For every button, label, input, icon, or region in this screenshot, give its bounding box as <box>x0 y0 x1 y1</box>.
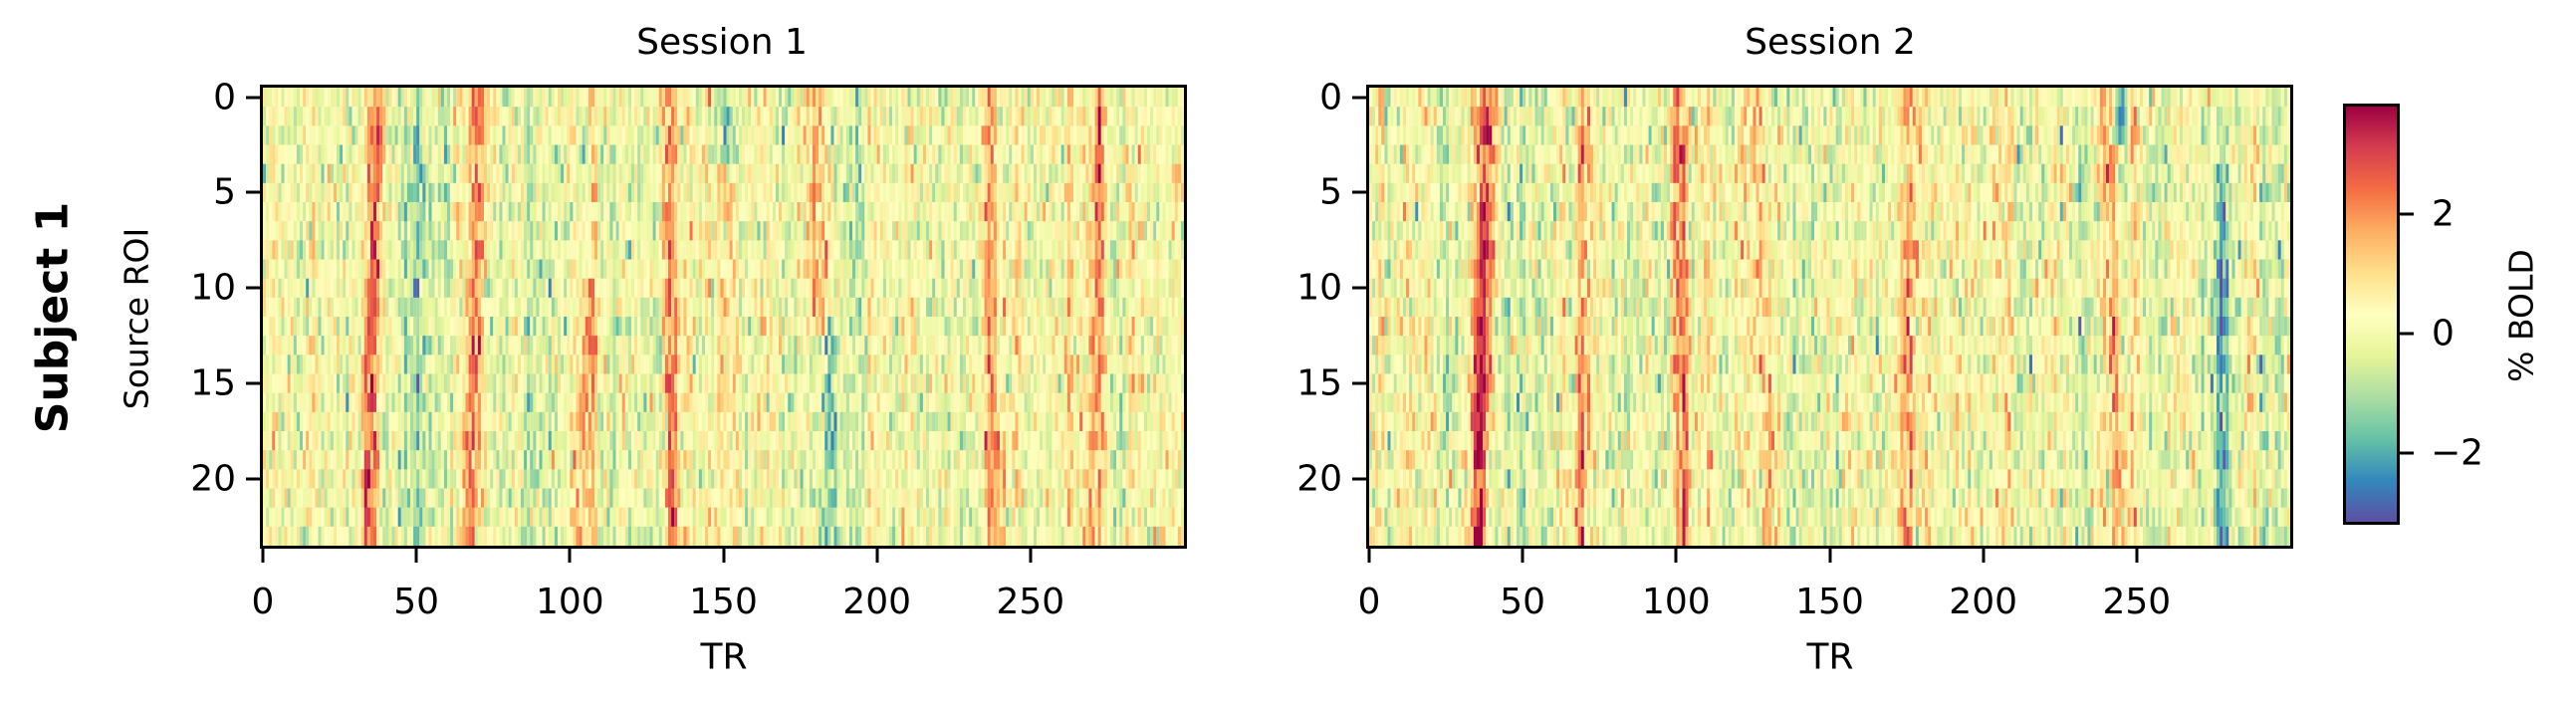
x-tick <box>722 549 725 563</box>
x-tick-label: 0 <box>251 582 275 622</box>
subject-row-label: Subject 1 <box>27 201 79 434</box>
x-tick-label: 200 <box>842 582 912 622</box>
x-tick-label: 50 <box>1500 582 1546 622</box>
x-tick-label: 0 <box>1357 582 1381 622</box>
colorbar-tick-label: 2 <box>2432 193 2455 235</box>
x-tick <box>1982 549 1986 563</box>
y-tick-label: 10 <box>190 267 236 309</box>
y-tick-label: 20 <box>1296 458 1342 500</box>
y-tick-label: 15 <box>1296 362 1342 404</box>
colorbar-gradient <box>2343 104 2400 525</box>
x-tick <box>2135 549 2139 563</box>
y-tick-label: 0 <box>1319 77 1342 118</box>
x-tick-label: 150 <box>689 582 758 622</box>
colorbar-label: % BOLD <box>2501 249 2541 382</box>
x-tick-label: 150 <box>1795 582 1864 622</box>
y-tick <box>1352 286 1366 290</box>
x-tick <box>1521 549 1524 563</box>
y-tick <box>1352 381 1366 385</box>
y-tick-label: 10 <box>1296 267 1342 309</box>
panel-title-session-2: Session 2 <box>1745 22 1916 63</box>
x-axis-label: TR <box>700 636 748 678</box>
x-tick-label: 50 <box>393 582 440 622</box>
x-tick-label: 100 <box>1641 582 1711 622</box>
x-tick <box>1367 549 1371 563</box>
y-tick <box>246 477 260 481</box>
x-tick-label: 250 <box>2102 582 2172 622</box>
heatmap-session-1 <box>260 85 1187 549</box>
y-tick <box>246 381 260 385</box>
y-tick <box>246 286 260 290</box>
heatmap-session-2 <box>1366 85 2293 549</box>
x-tick-label: 200 <box>1949 582 2018 622</box>
x-tick <box>261 549 265 563</box>
x-tick <box>568 549 572 563</box>
heatmap-cells <box>263 88 1184 546</box>
x-tick <box>875 549 879 563</box>
y-tick <box>246 96 260 100</box>
colorbar-tick-label: −2 <box>2431 432 2484 474</box>
heatmap-cells <box>1369 88 2290 546</box>
x-tick <box>414 549 418 563</box>
y-tick-label: 15 <box>190 362 236 404</box>
y-tick-label: 0 <box>213 77 236 118</box>
colorbar-tick-label: 0 <box>2432 313 2455 354</box>
y-tick-label: 5 <box>213 171 236 213</box>
y-tick <box>1352 96 1366 100</box>
y-tick-label: 20 <box>190 458 236 500</box>
y-tick <box>246 190 260 194</box>
x-tick <box>1029 549 1033 563</box>
x-tick-label: 100 <box>535 582 604 622</box>
x-tick <box>1674 549 1678 563</box>
panel-title-session-1: Session 1 <box>636 22 808 63</box>
x-tick-label: 250 <box>996 582 1065 622</box>
y-tick-label: 5 <box>1319 171 1342 213</box>
y-tick <box>1352 190 1366 194</box>
y-tick <box>1352 477 1366 481</box>
y-axis-label: Source ROI <box>117 227 156 410</box>
x-axis-label: TR <box>1806 636 1854 678</box>
colorbar-tick <box>2400 212 2414 216</box>
colorbar-tick <box>2400 332 2414 336</box>
x-tick <box>1828 549 1831 563</box>
colorbar-tick <box>2400 451 2414 455</box>
